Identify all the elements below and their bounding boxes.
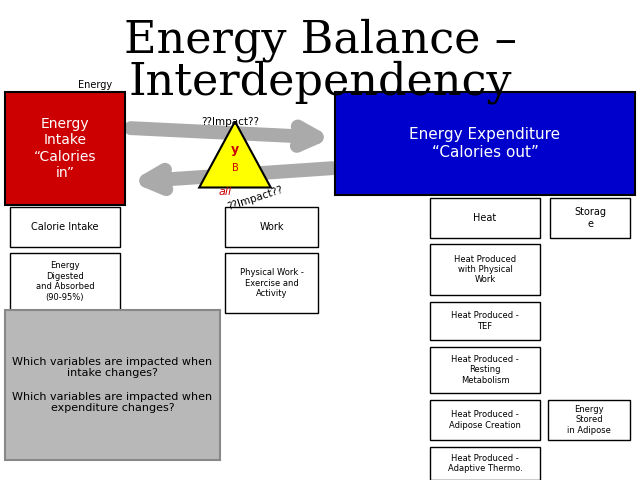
Text: Heat: Heat [474, 213, 497, 223]
Bar [10, 253, 120, 310]
Bar [430, 447, 540, 480]
Text: Energy Expenditure
“Calories out”: Energy Expenditure “Calories out” [410, 127, 561, 160]
Bar [430, 347, 540, 393]
Text: Physical Work -
Exercise and
Activity: Physical Work - Exercise and Activity [239, 268, 303, 298]
Bar [550, 198, 630, 238]
Text: Heat Produced -
Resting
Metabolism: Heat Produced - Resting Metabolism [451, 355, 519, 385]
Text: Interdependency: Interdependency [128, 60, 512, 104]
Bar [225, 253, 318, 313]
Bar [5, 310, 220, 460]
Text: Work: Work [259, 222, 284, 232]
Bar [225, 207, 318, 247]
Polygon shape [199, 121, 271, 188]
Bar [10, 207, 120, 247]
Bar [335, 92, 635, 195]
Text: Calorie Intake: Calorie Intake [31, 222, 99, 232]
Bar [430, 198, 540, 238]
Text: Heat Produced -
TEF: Heat Produced - TEF [451, 312, 519, 331]
Text: Energy Balance –: Energy Balance – [124, 18, 516, 62]
Text: Heat Produced
with Physical
Work: Heat Produced with Physical Work [454, 254, 516, 284]
Bar [430, 400, 540, 440]
Bar [430, 302, 540, 340]
Text: Energy: Energy [78, 80, 112, 90]
Bar [5, 92, 125, 205]
Bar [430, 244, 540, 295]
Text: Heat Produced -
Adaptive Thermo.: Heat Produced - Adaptive Thermo. [447, 454, 522, 473]
Bar [548, 400, 630, 440]
Text: B: B [232, 163, 238, 173]
Text: Energy
Intake
“Calories
in”: Energy Intake “Calories in” [34, 117, 96, 180]
Text: y: y [231, 144, 239, 156]
Text: ??Impact??: ??Impact?? [201, 117, 259, 127]
Text: ??Impact??: ??Impact?? [226, 184, 284, 212]
Text: Heat Produced -
Adipose Creation: Heat Produced - Adipose Creation [449, 410, 521, 430]
Text: Storag
e: Storag e [574, 207, 606, 229]
Text: Energy
Stored
in Adipose: Energy Stored in Adipose [567, 405, 611, 435]
Text: Which variables are impacted when
intake changes?

Which variables are impacted : Which variables are impacted when intake… [12, 357, 212, 413]
Text: all: all [218, 187, 232, 197]
Text: Energy
Digested
and Absorbed
(90-95%): Energy Digested and Absorbed (90-95%) [36, 262, 94, 301]
